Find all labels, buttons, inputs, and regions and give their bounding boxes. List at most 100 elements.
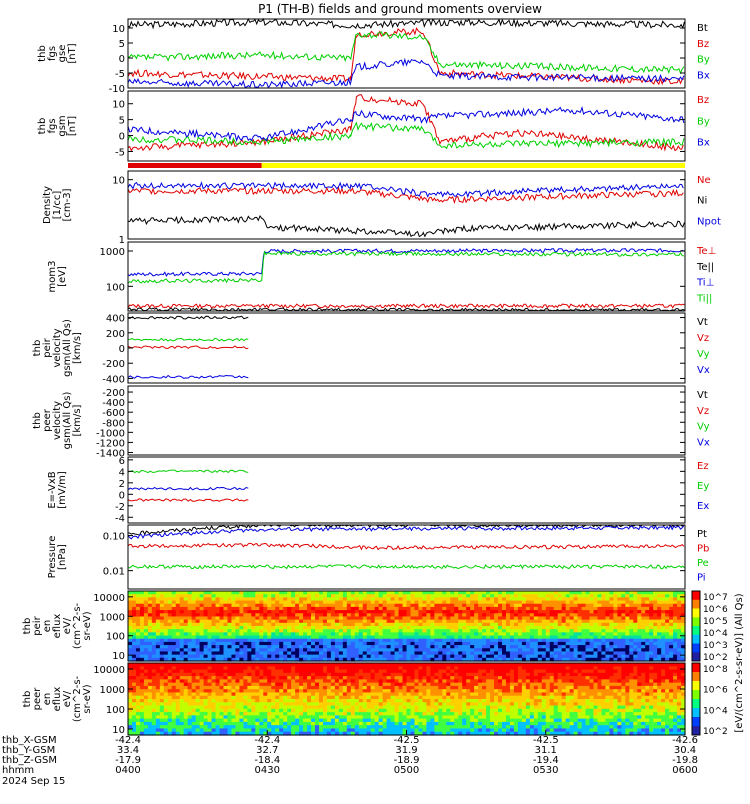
y-tick-label: 200 bbox=[106, 329, 125, 340]
series-temperature-Ti bbox=[128, 249, 684, 276]
legend-efield-2: Ex bbox=[697, 501, 709, 512]
legend-temperature-0: Te⊥ bbox=[696, 246, 716, 257]
y-tick-label: 0.10 bbox=[103, 532, 125, 543]
legend-peer_velocity-0: Vt bbox=[697, 390, 708, 401]
series-peir_velocity-Vz bbox=[128, 346, 248, 349]
y-axis-label: [cm-3] bbox=[62, 188, 73, 221]
y-tick-label: 400 bbox=[106, 314, 125, 325]
series-pressure-Pi bbox=[128, 526, 684, 539]
legend-density-2: Npot bbox=[697, 216, 721, 227]
y-tick-label: -200 bbox=[102, 359, 125, 370]
y-axis-label: [eV] bbox=[57, 266, 68, 287]
legend-pressure-0: Pt bbox=[697, 529, 707, 540]
panel-frame bbox=[128, 457, 685, 523]
legend-peer_velocity-2: Vy bbox=[697, 422, 710, 433]
y-tick-label: 0 bbox=[119, 490, 125, 501]
series-efield-Ex bbox=[128, 487, 248, 489]
panel-frame bbox=[128, 313, 685, 383]
legend-fgs_dsl-3: Bx bbox=[697, 70, 710, 81]
legend-fgs_dsl-1: Bz bbox=[697, 39, 709, 50]
y-tick-label: -2 bbox=[115, 502, 125, 513]
series-pressure-Pe bbox=[128, 565, 684, 569]
series-density-Ni bbox=[128, 216, 684, 237]
y-tick-label: 0 bbox=[119, 54, 125, 65]
legend-efield-1: Ey bbox=[697, 481, 709, 492]
y-axis-label: [nPa] bbox=[57, 544, 68, 570]
legend-peir_velocity-0: Vt bbox=[697, 317, 708, 328]
legend-peir_velocity-3: Vx bbox=[697, 365, 710, 376]
legend-density-1: Ni bbox=[697, 196, 707, 207]
y-axis-label: [nT] bbox=[67, 116, 78, 136]
y-tick-label: 100 bbox=[106, 282, 125, 293]
panel-peer_velocity: VtVzVyVx-200-400-600-800-1000-1200-1400t… bbox=[32, 386, 710, 459]
legend-density-0: Ne bbox=[697, 175, 711, 186]
legend-temperature-2: Ti⊥ bbox=[696, 278, 714, 289]
legend-temperature-3: Ti|| bbox=[696, 293, 712, 304]
series-fgs_dsl-By bbox=[128, 32, 684, 73]
y-tick-label: -5 bbox=[115, 69, 125, 80]
legend-pressure-3: Pi bbox=[697, 573, 706, 584]
legend-peer_velocity-3: Vx bbox=[697, 437, 710, 448]
y-tick-label: 1 bbox=[119, 235, 125, 246]
y-axis-label: [mV/m] bbox=[57, 471, 68, 509]
legend-peir_velocity-2: Vy bbox=[697, 349, 710, 360]
y-axis-label: [nT] bbox=[67, 43, 78, 63]
series-temperature-Te bbox=[128, 304, 684, 308]
legend-fgs_dsl-2: By bbox=[697, 55, 710, 66]
y-tick-label: 0 bbox=[119, 344, 125, 355]
y-tick-label: 1000 bbox=[100, 247, 125, 258]
y-tick-label: -5 bbox=[115, 147, 125, 158]
series-peir_velocity-Vx bbox=[128, 376, 248, 379]
y-tick-label: 2 bbox=[119, 479, 125, 490]
legend-pressure-2: Pe bbox=[697, 558, 709, 569]
y-tick-label: 4 bbox=[119, 467, 125, 478]
legend-pressure-1: Pb bbox=[697, 544, 709, 555]
y-tick-label: 5 bbox=[119, 39, 125, 50]
y-tick-label: 5 bbox=[119, 116, 125, 127]
y-tick-label: 0 bbox=[119, 132, 125, 143]
y-tick-label: 0.01 bbox=[103, 567, 125, 578]
series-efield-Ez bbox=[128, 499, 248, 502]
legend-fgs_gsm-2: Bx bbox=[697, 138, 710, 149]
y-tick-label: -10 bbox=[109, 84, 125, 95]
y-axis-label: [km/s] bbox=[72, 332, 83, 364]
series-fgs_dsl-Bt bbox=[128, 19, 684, 28]
plot-title: P1 (TH-B) fields and ground moments over… bbox=[258, 2, 542, 16]
series-efield-Ey bbox=[128, 470, 248, 473]
panel-frame bbox=[128, 171, 685, 239]
panel-frame bbox=[128, 91, 685, 161]
legend-fgs_dsl-0: Bt bbox=[697, 23, 708, 34]
series-pressure-Pb bbox=[128, 543, 684, 549]
series-fgs_dsl-Bz bbox=[128, 28, 684, 84]
y-tick-label: 10 bbox=[112, 24, 125, 35]
series-peir_velocity-Vy bbox=[128, 338, 248, 341]
y-axis-label: sr-eV) bbox=[82, 611, 93, 640]
y-tick-label: 1000 bbox=[100, 612, 125, 623]
y-tick-label: 10 bbox=[112, 100, 125, 111]
y-tick-label: 6 bbox=[119, 456, 125, 467]
legend-temperature-1: Te|| bbox=[696, 262, 714, 273]
legend-efield-0: Ez bbox=[697, 461, 709, 472]
legend-peer_velocity-1: Vz bbox=[697, 406, 709, 417]
series-fgs_dsl-Bx bbox=[128, 60, 684, 88]
y-tick-label: 10 bbox=[112, 651, 125, 662]
legend-fgs_gsm-0: Bz bbox=[697, 95, 709, 106]
series-fgs_gsm-Bx bbox=[128, 108, 684, 141]
y-tick-label: -4 bbox=[115, 513, 125, 524]
panel-frame bbox=[128, 525, 685, 589]
y-tick-label: 100 bbox=[106, 632, 125, 643]
legend-fgs_gsm-1: By bbox=[697, 116, 710, 127]
series-peir_velocity-Vt bbox=[128, 316, 248, 319]
y-tick-label: 10000 bbox=[93, 593, 125, 604]
panel-frame bbox=[128, 19, 685, 88]
